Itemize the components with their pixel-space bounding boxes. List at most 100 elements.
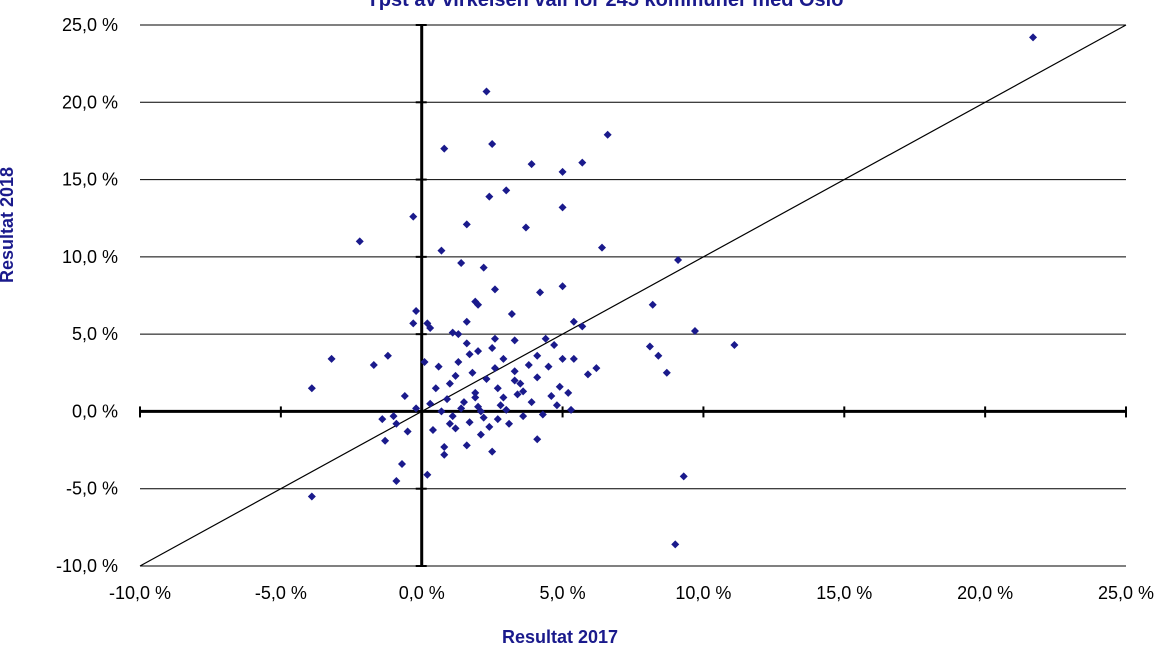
data-point <box>493 384 502 393</box>
data-point <box>409 212 418 221</box>
diagonal-line <box>139 24 1127 567</box>
data-point <box>513 390 522 399</box>
x-tick-label: 5,0 % <box>540 583 586 603</box>
data-point <box>488 447 497 456</box>
data-point <box>471 388 480 397</box>
data-point <box>1029 33 1038 42</box>
data-point <box>397 459 406 468</box>
y-tick-label: 0,0 % <box>72 401 118 421</box>
data-point <box>448 412 457 421</box>
data-point <box>482 87 491 96</box>
y-tick-label: 5,0 % <box>72 324 118 344</box>
data-point <box>409 319 418 328</box>
data-point <box>645 342 654 351</box>
data-point <box>674 255 683 264</box>
data-point <box>547 391 556 400</box>
data-point <box>462 441 471 450</box>
data-point <box>355 237 364 246</box>
data-point <box>482 374 491 383</box>
data-point <box>544 362 553 371</box>
data-point <box>468 368 477 377</box>
data-point <box>448 328 457 337</box>
data-point <box>490 334 499 343</box>
data-point <box>552 401 561 410</box>
data-point <box>327 354 336 363</box>
data-point <box>454 357 463 366</box>
data-point <box>474 347 483 356</box>
data-point <box>426 399 435 408</box>
x-tick-label: -5,0 % <box>255 583 307 603</box>
data-point <box>558 354 567 363</box>
data-point <box>476 430 485 439</box>
y-tick-label: 25,0 % <box>62 15 118 35</box>
data-point <box>654 351 663 360</box>
data-point <box>730 340 739 349</box>
data-point <box>465 350 474 359</box>
y-tick-label: -10,0 % <box>56 556 118 576</box>
y-axis-title: Resultat 2018 <box>0 167 17 283</box>
data-point <box>462 339 471 348</box>
data-point <box>445 419 454 428</box>
data-point <box>690 327 699 336</box>
y-tick-label: 20,0 % <box>62 92 118 112</box>
data-point <box>412 306 421 315</box>
data-point <box>307 384 316 393</box>
x-tick-label: -10,0 % <box>109 583 171 603</box>
y-tick-label: 10,0 % <box>62 247 118 267</box>
data-point <box>457 404 466 413</box>
data-point <box>550 340 559 349</box>
data-point <box>381 436 390 445</box>
y-tick-label: -5,0 % <box>66 479 118 499</box>
data-points <box>307 33 1038 549</box>
data-point <box>403 427 412 436</box>
data-point <box>662 368 671 377</box>
data-point <box>578 158 587 167</box>
data-point <box>488 140 497 149</box>
x-tick-label: 10,0 % <box>675 583 731 603</box>
data-point <box>648 300 657 309</box>
data-point <box>564 388 573 397</box>
x-axis-title: Resultat 2017 <box>502 627 618 647</box>
data-point <box>671 540 680 549</box>
data-point <box>474 300 483 309</box>
data-point <box>307 492 316 501</box>
data-point <box>510 336 519 345</box>
data-point <box>383 351 392 360</box>
data-point <box>423 470 432 479</box>
data-point <box>451 371 460 380</box>
data-point <box>527 160 536 169</box>
data-point <box>389 412 398 421</box>
data-point <box>510 376 519 385</box>
data-point <box>541 334 550 343</box>
reference-line <box>139 24 1127 567</box>
data-point <box>502 405 511 414</box>
data-point <box>507 310 516 319</box>
data-point <box>538 410 547 419</box>
data-point <box>485 422 494 431</box>
data-point <box>440 442 449 451</box>
y-tick-label: 15,0 % <box>62 170 118 190</box>
data-point <box>440 450 449 459</box>
data-point <box>459 398 468 407</box>
data-point <box>490 364 499 373</box>
x-tick-label: 25,0 % <box>1098 583 1154 603</box>
data-point <box>558 203 567 212</box>
data-point <box>519 387 528 396</box>
data-point <box>378 415 387 424</box>
data-point <box>392 476 401 485</box>
data-point <box>603 130 612 139</box>
x-tick-label: 20,0 % <box>957 583 1013 603</box>
data-point <box>524 361 533 370</box>
data-point <box>502 186 511 195</box>
data-point <box>485 192 494 201</box>
data-point <box>369 361 378 370</box>
data-point <box>493 415 502 424</box>
data-point <box>476 407 485 416</box>
data-point <box>558 167 567 176</box>
data-point <box>521 223 530 232</box>
data-point <box>437 246 446 255</box>
data-point <box>598 243 607 252</box>
data-point <box>533 351 542 360</box>
data-point <box>471 393 480 402</box>
data-point <box>555 382 564 391</box>
